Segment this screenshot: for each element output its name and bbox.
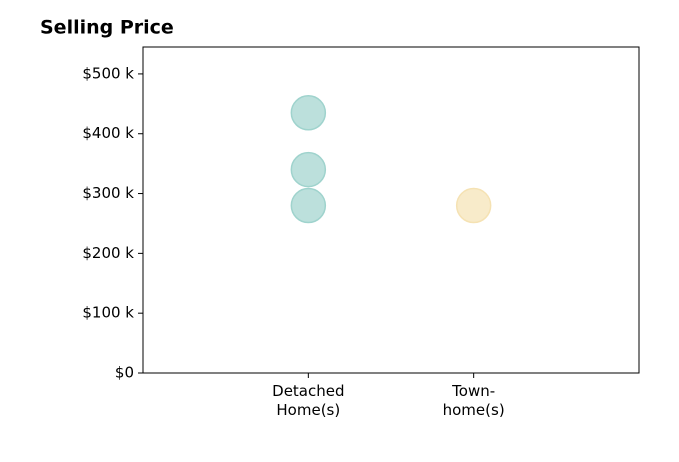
y-tick-label: $100 k bbox=[82, 304, 134, 322]
y-tick-label: $200 k bbox=[82, 244, 134, 262]
y-tick-label: $500 k bbox=[82, 64, 134, 82]
y-tick-label: $0 bbox=[115, 364, 134, 382]
point bbox=[290, 187, 327, 224]
plot-frame bbox=[142, 46, 640, 374]
point bbox=[290, 151, 327, 188]
x-tick-label: Detached Home(s) bbox=[272, 382, 345, 419]
chart-title: Selling Price bbox=[40, 17, 174, 39]
point bbox=[290, 95, 327, 131]
y-tick-label: $300 k bbox=[82, 184, 134, 202]
y-tick-label: $400 k bbox=[82, 124, 134, 142]
point bbox=[455, 187, 492, 224]
x-tick-label: Town- home(s) bbox=[442, 382, 505, 419]
